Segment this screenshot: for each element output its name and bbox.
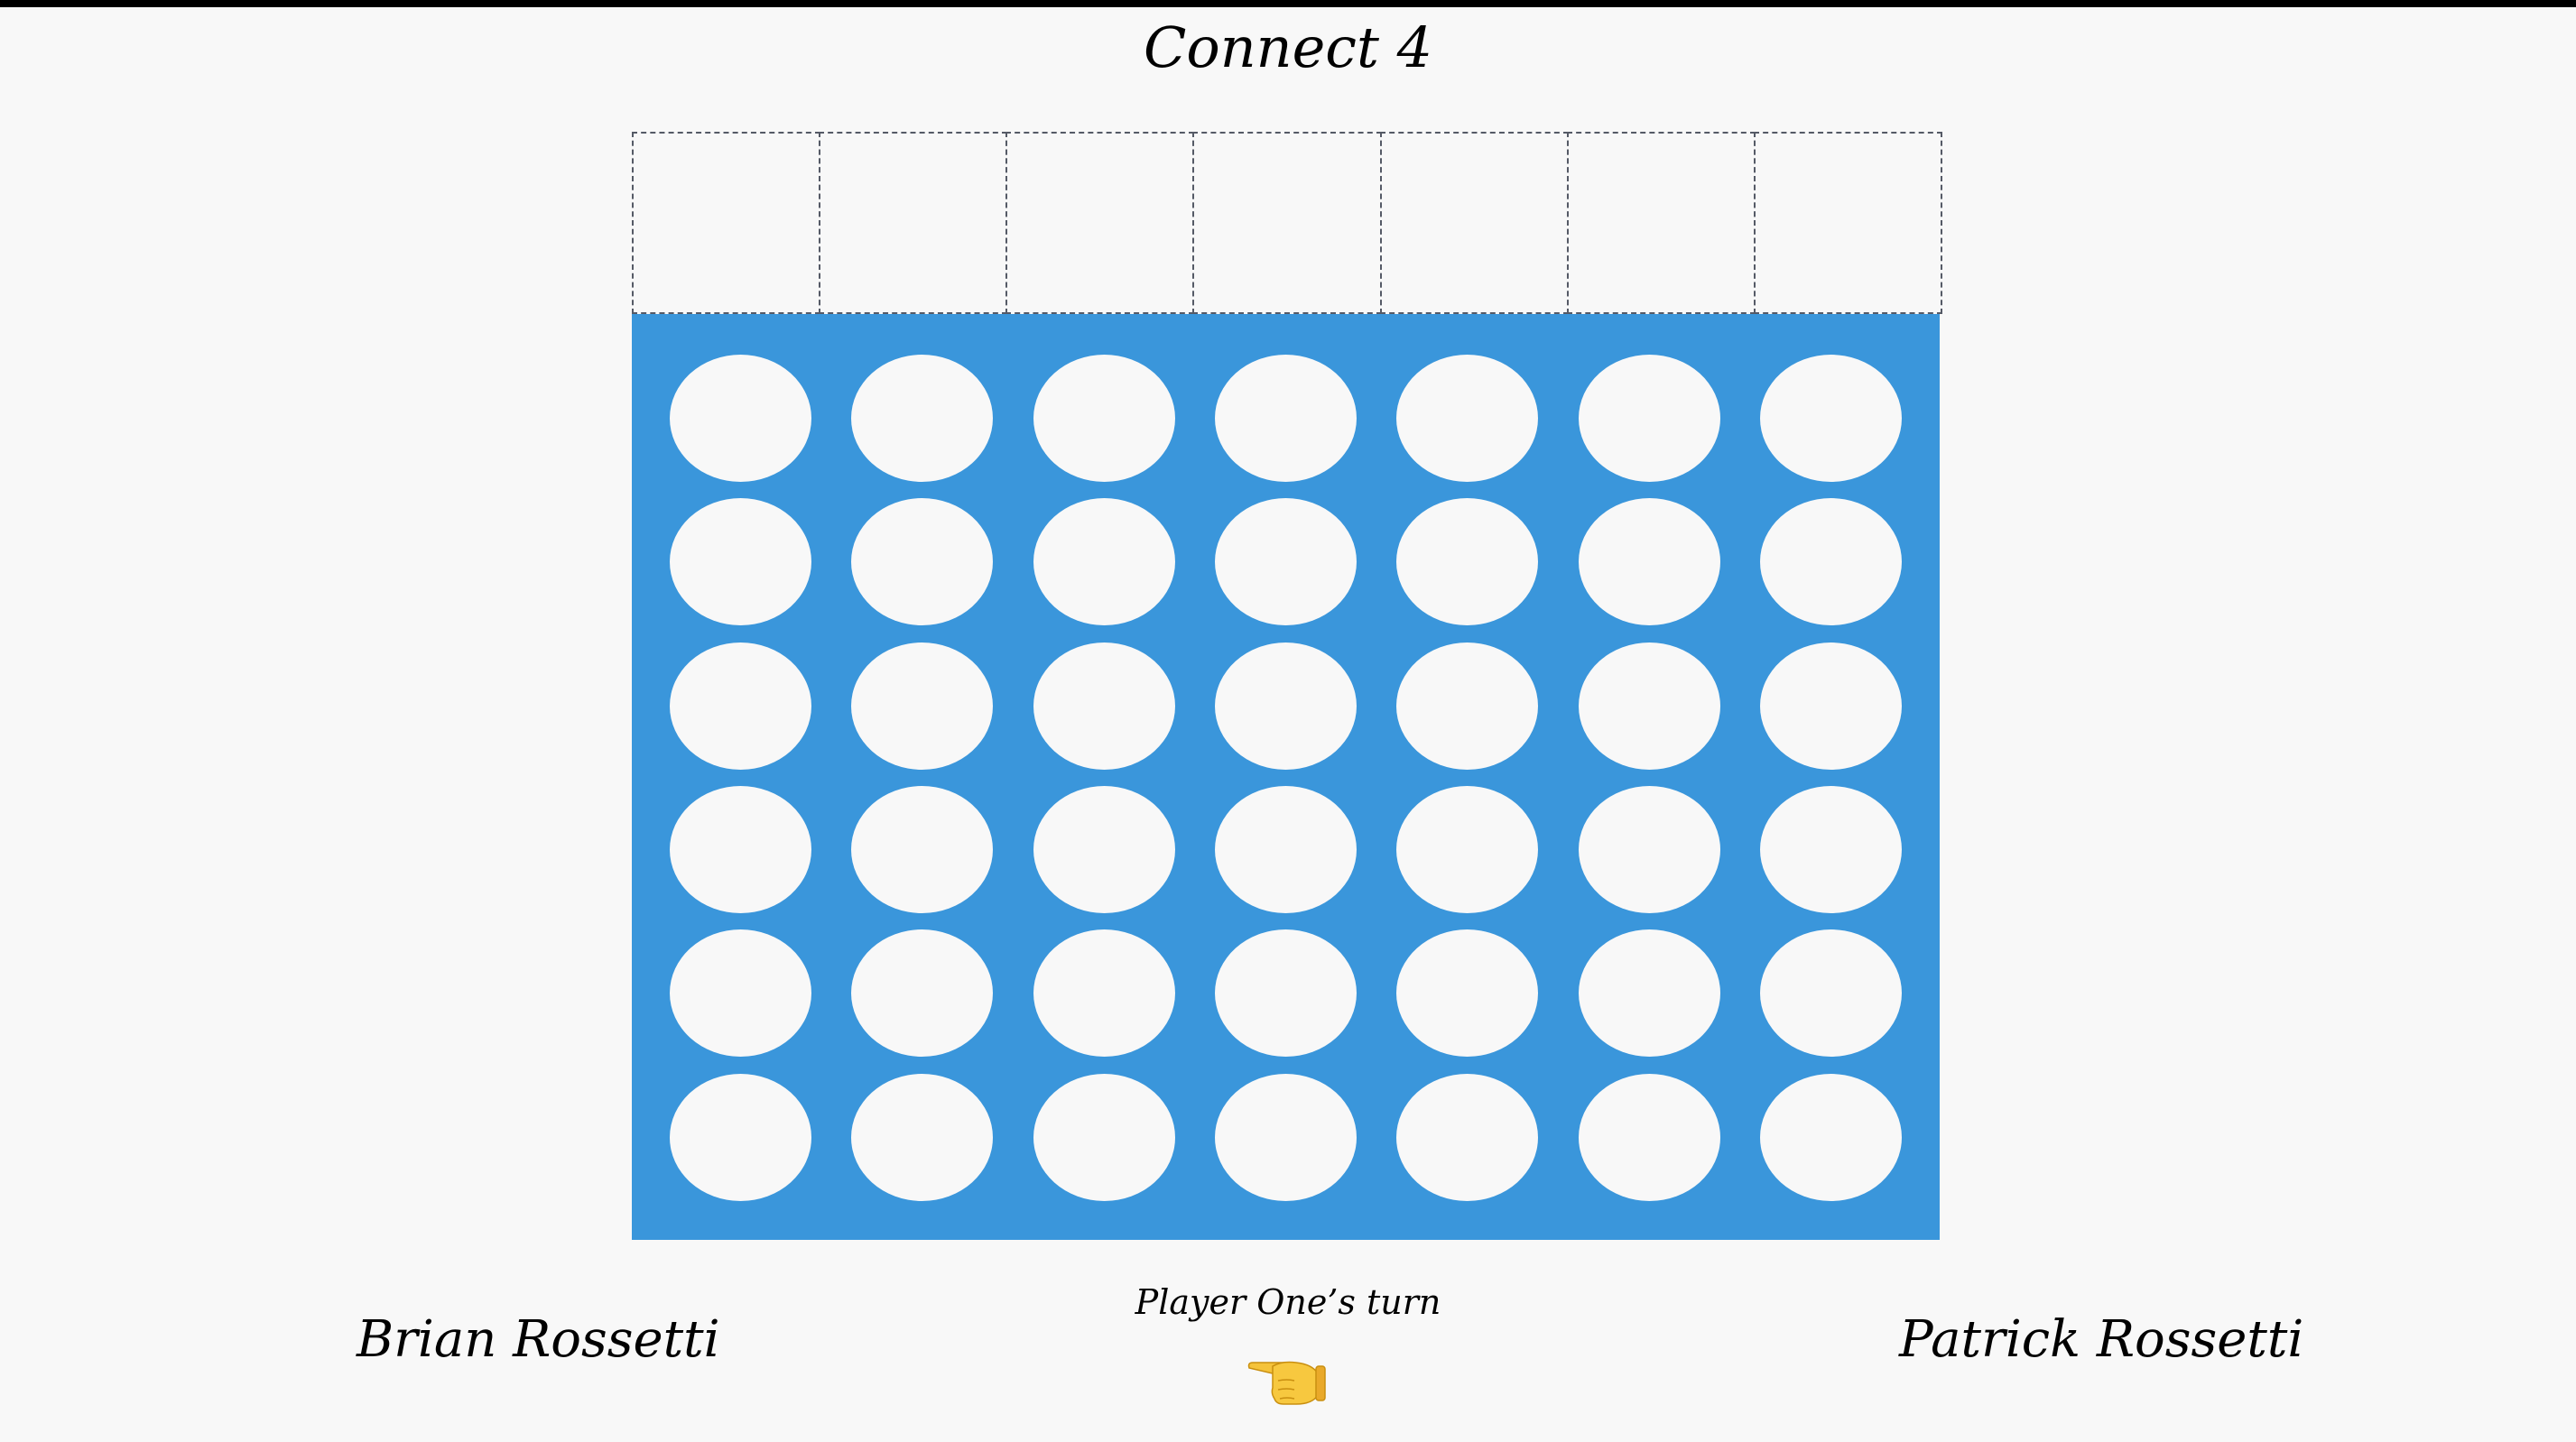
empty-hole [1033, 498, 1175, 626]
board-slot[interactable] [1014, 921, 1195, 1065]
board-slot[interactable] [650, 778, 831, 921]
board-slot[interactable] [1195, 921, 1376, 1065]
board-slot[interactable] [831, 634, 1013, 778]
empty-hole [1759, 786, 1902, 914]
empty-hole [1578, 642, 1720, 770]
board-slot[interactable] [1740, 921, 1922, 1065]
board-slot[interactable] [1558, 778, 1739, 921]
column-drop-zone-3[interactable] [1005, 132, 1195, 314]
board-slot[interactable] [1558, 1066, 1739, 1209]
empty-hole [1214, 1073, 1357, 1201]
board-slot[interactable] [650, 921, 831, 1065]
empty-hole [1214, 786, 1357, 914]
empty-hole [1033, 355, 1175, 483]
board-slot[interactable] [650, 490, 831, 633]
board-slot[interactable] [1014, 490, 1195, 633]
top-border [0, 0, 2576, 7]
empty-hole [670, 786, 812, 914]
board-slot[interactable] [1195, 778, 1376, 921]
board-slot[interactable] [831, 778, 1013, 921]
board-slot[interactable] [650, 634, 831, 778]
game-board [632, 314, 1940, 1240]
empty-hole [1396, 355, 1539, 483]
board-slot[interactable] [831, 1066, 1013, 1209]
column-drop-zone-4[interactable] [1192, 132, 1382, 314]
page-title: Connect 4 [1143, 14, 1433, 80]
board-slot[interactable] [1376, 490, 1558, 633]
empty-hole [1759, 498, 1902, 626]
pointing-left-hand-icon [1247, 1361, 1326, 1405]
column-drop-zone-1[interactable] [632, 132, 821, 314]
board-slot[interactable] [1195, 634, 1376, 778]
board-slot[interactable] [831, 921, 1013, 1065]
empty-hole [1578, 355, 1720, 483]
empty-hole [1214, 498, 1357, 626]
board-slot[interactable] [1740, 347, 1922, 490]
empty-hole [1214, 929, 1357, 1058]
empty-hole [851, 355, 994, 483]
board-slot[interactable] [1014, 347, 1195, 490]
board-slot[interactable] [831, 347, 1013, 490]
board-slot[interactable] [1376, 347, 1558, 490]
empty-hole [1033, 929, 1175, 1058]
board-slot[interactable] [1014, 778, 1195, 921]
empty-hole [1578, 929, 1720, 1058]
board-slot[interactable] [1195, 347, 1376, 490]
empty-hole [1033, 1073, 1175, 1201]
column-drop-zone-7[interactable] [1753, 132, 1942, 314]
empty-hole [1214, 355, 1357, 483]
board-slot[interactable] [1376, 634, 1558, 778]
empty-hole [670, 355, 812, 483]
empty-hole [851, 1073, 994, 1201]
board-slot[interactable] [1558, 634, 1739, 778]
board-slot[interactable] [1558, 490, 1739, 633]
board-slot[interactable] [1558, 347, 1739, 490]
empty-hole [1033, 642, 1175, 770]
board-slot[interactable] [1376, 1066, 1558, 1209]
empty-hole [1578, 786, 1720, 914]
board-slot[interactable] [650, 347, 831, 490]
empty-hole [851, 642, 994, 770]
board-slot[interactable] [1740, 778, 1922, 921]
board-slot[interactable] [1740, 634, 1922, 778]
empty-hole [1396, 1073, 1539, 1201]
board-slot[interactable] [831, 490, 1013, 633]
empty-hole [1578, 1073, 1720, 1201]
board-slot[interactable] [1376, 921, 1558, 1065]
empty-hole [1759, 1073, 1902, 1201]
empty-hole [851, 498, 994, 626]
column-drop-zone-5[interactable] [1379, 132, 1569, 314]
empty-hole [1396, 786, 1539, 914]
column-drop-zone-2[interactable] [819, 132, 1008, 314]
board-slot[interactable] [650, 1066, 831, 1209]
empty-hole [670, 642, 812, 770]
empty-hole [1396, 498, 1539, 626]
board-slot[interactable] [1195, 1066, 1376, 1209]
empty-hole [1759, 355, 1902, 483]
empty-hole [851, 786, 994, 914]
column-drop-zone-6[interactable] [1566, 132, 1756, 314]
player-two-name: Patrick Rossetti [1899, 1310, 2304, 1369]
empty-hole [851, 929, 994, 1058]
board-slot[interactable] [1558, 921, 1739, 1065]
empty-hole [1759, 642, 1902, 770]
empty-hole [1396, 642, 1539, 770]
board-slot[interactable] [1740, 1066, 1922, 1209]
board-slot[interactable] [1014, 634, 1195, 778]
empty-hole [1759, 929, 1902, 1058]
empty-hole [1214, 642, 1357, 770]
board-slot[interactable] [1014, 1066, 1195, 1209]
empty-hole [670, 498, 812, 626]
empty-hole [1578, 498, 1720, 626]
empty-hole [1033, 786, 1175, 914]
turn-indicator-text: Player One’s turn [1135, 1282, 1441, 1322]
player-one-name: Brian Rossetti [357, 1310, 720, 1369]
empty-hole [670, 929, 812, 1058]
board-slot[interactable] [1195, 490, 1376, 633]
empty-hole [670, 1073, 812, 1201]
board-slot[interactable] [1740, 490, 1922, 633]
column-drop-row [632, 132, 1942, 314]
board-slot[interactable] [1376, 778, 1558, 921]
empty-hole [1396, 929, 1539, 1058]
